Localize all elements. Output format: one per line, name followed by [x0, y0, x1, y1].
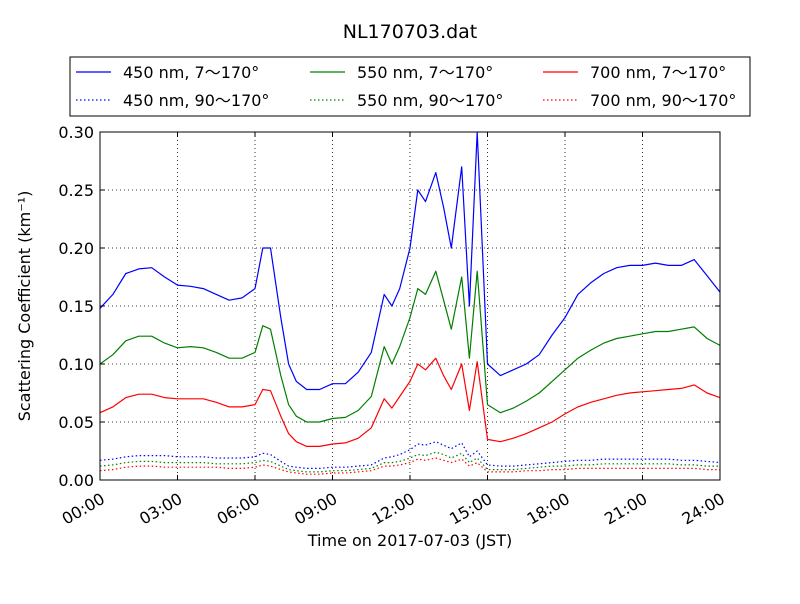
legend-label: 700 nm, 90～170° [590, 91, 736, 110]
x-tick-label: 24:00 [679, 489, 728, 529]
x-tick-label: 18:00 [524, 489, 573, 529]
x-tick-label: 09:00 [291, 489, 340, 529]
x-tick-label: 06:00 [214, 489, 263, 529]
y-tick-label: 0.15 [58, 297, 94, 316]
series-line [100, 441, 720, 469]
legend-label: 550 nm, 90～170° [357, 91, 503, 110]
y-tick-label: 0.10 [58, 355, 94, 374]
axis-ticks: 00:00 03:00 06:00 09:00 12:00 15:00 18:00 21:00… [58, 123, 728, 529]
legend: 450 nm, 7～170° 550 nm, 7～170° 700 nm, 7～17… [69, 56, 751, 117]
series-line [100, 457, 720, 475]
series-line [100, 357, 720, 447]
legend-box [69, 56, 751, 117]
legend-label: 450 nm, 90～170° [123, 91, 269, 110]
y-tick-label: 0.00 [58, 471, 94, 490]
chart-title: NL170703.dat [343, 21, 478, 43]
x-axis-label: Time on 2017-07-03 (JST) [307, 531, 512, 550]
x-tick-label: 03:00 [136, 489, 185, 529]
y-axis-label: Scattering Coefficient (km⁻¹) [15, 191, 34, 422]
grid-lines [100, 132, 720, 480]
legend-label: 550 nm, 7～170° [357, 63, 493, 82]
x-tick-label: 15:00 [446, 489, 495, 529]
x-tick-label: 12:00 [369, 489, 418, 529]
x-tick-label: 00:00 [59, 489, 108, 529]
legend-label: 700 nm, 7～170° [590, 63, 726, 82]
y-tick-label: 0.20 [58, 239, 94, 258]
y-tick-label: 0.30 [58, 123, 94, 142]
series-line [100, 132, 720, 391]
y-tick-label: 0.05 [58, 413, 94, 432]
y-tick-label: 0.25 [58, 181, 94, 200]
x-tick-label: 21:00 [601, 489, 650, 529]
plot-lines [100, 132, 720, 475]
series-line [100, 451, 720, 473]
legend-label: 450 nm, 7～170° [123, 63, 259, 82]
series-line [100, 270, 720, 423]
